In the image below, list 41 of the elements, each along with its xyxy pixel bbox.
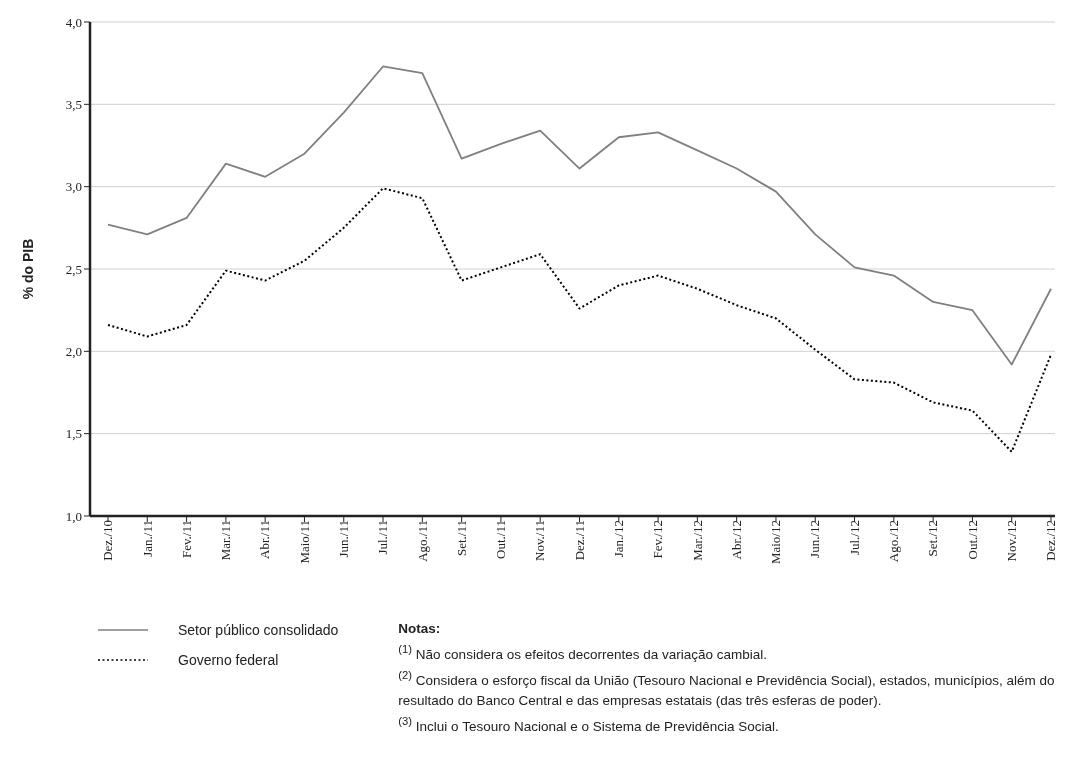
x-tick-label: Jan./12 [611,520,627,558]
y-tick-label: 1,0 [65,508,82,524]
y-tick-label: 3,5 [65,96,82,112]
x-tick-label: Set./12 [925,520,941,557]
x-tick-label: Ago./12 [886,520,902,563]
x-tick-label: Abr./11 [257,520,273,559]
x-tick-label: Fev./12 [650,520,666,559]
x-tick-label: Out./12 [964,520,980,560]
x-tick-label: Abr./12 [728,520,744,560]
text: $^{(2)}$ Considera o esforço fiscal da União (Tesouro Nacional e Previdência Social), estados, municípios, além do resultado do Banco Central e das empresas estatais (das três esferas de poder). [398,667,1056,710]
x-tick-label: Maio/12 [768,520,784,565]
x-tick-label: Out./11 [493,520,509,559]
y-tick-label: 2,0 [65,343,82,359]
line-series [107,187,1052,453]
y-tick-label: 2,5 [65,261,82,277]
x-tick-label: Jun./12 [807,520,823,558]
x-tick-label: Jul./12 [846,520,862,556]
text: $^{(1)}$ Não considera os efeitos decorrentes da variação cambial. [398,642,769,664]
legend-label: Governo federal [178,652,279,668]
x-tick-label: Nov./12 [1003,520,1019,562]
text: Notas: [398,620,442,638]
x-tick-label: Maio/11 [296,520,312,564]
legend-label: Setor público consolidado [178,622,339,638]
y-tick-label: 1,5 [65,426,82,442]
x-tick-label: Dez./10 [100,520,116,561]
x-tick-label: Ago./11 [414,520,430,562]
x-tick-label: Mar./12 [689,520,705,561]
y-tick-label: 3,0 [65,179,82,195]
y-axis-title: % do PIB [19,238,36,300]
y-tick-label: 4,0 [65,14,82,30]
text: $^{(3)}$ Inclui o Tesouro Nacional e o Sistema de Previdência Social. [398,714,780,736]
x-tick-label: Nov./11 [532,520,548,561]
x-tick-label: Set./11 [453,520,469,556]
x-tick-label: Jul./11 [375,520,391,555]
x-tick-label: Fev./11 [178,520,194,559]
x-tick-label: Jun./11 [335,520,351,558]
line-series [107,65,1052,366]
x-tick-label: Dez./11 [571,520,587,561]
x-tick-label: Jan./11 [139,520,155,557]
x-tick-label: Mar./11 [218,520,234,561]
x-tick-label: Dez./12 [1043,520,1059,561]
